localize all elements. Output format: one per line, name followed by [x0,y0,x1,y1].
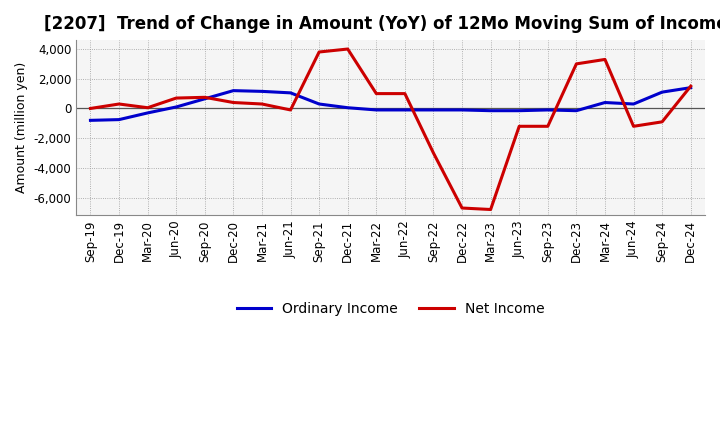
Ordinary Income [515,108,523,114]
Ordinary Income [114,117,123,122]
Net Income [372,91,381,96]
Ordinary Income [458,107,467,113]
Net Income [600,57,609,62]
Ordinary Income [287,90,295,95]
Ordinary Income [600,100,609,105]
Ordinary Income [315,101,323,106]
Ordinary Income [229,88,238,93]
Net Income [287,107,295,113]
Ordinary Income [143,110,152,116]
Ordinary Income [172,104,181,110]
Net Income [486,207,495,212]
Net Income [544,124,552,129]
Ordinary Income [629,101,638,106]
Y-axis label: Amount (million yen): Amount (million yen) [15,62,28,194]
Net Income [143,105,152,110]
Legend: Ordinary Income, Net Income: Ordinary Income, Net Income [231,296,550,321]
Net Income [172,95,181,101]
Net Income [658,119,667,125]
Net Income [86,106,95,111]
Ordinary Income [258,89,266,94]
Net Income [315,49,323,55]
Net Income [629,124,638,129]
Net Income [686,84,695,89]
Line: Net Income: Net Income [91,49,690,209]
Ordinary Income [429,107,438,113]
Net Income [114,101,123,106]
Net Income [458,205,467,211]
Ordinary Income [400,107,409,113]
Ordinary Income [658,89,667,95]
Line: Ordinary Income: Ordinary Income [91,88,690,121]
Ordinary Income [686,85,695,90]
Net Income [400,91,409,96]
Ordinary Income [372,107,381,113]
Net Income [229,100,238,105]
Ordinary Income [343,105,352,110]
Net Income [258,101,266,106]
Ordinary Income [486,108,495,114]
Title: [2207]  Trend of Change in Amount (YoY) of 12Mo Moving Sum of Incomes: [2207] Trend of Change in Amount (YoY) o… [44,15,720,33]
Net Income [515,124,523,129]
Net Income [572,61,581,66]
Ordinary Income [572,108,581,114]
Net Income [343,46,352,51]
Ordinary Income [200,96,209,102]
Ordinary Income [544,107,552,113]
Ordinary Income [86,118,95,123]
Net Income [429,150,438,156]
Net Income [200,95,209,100]
